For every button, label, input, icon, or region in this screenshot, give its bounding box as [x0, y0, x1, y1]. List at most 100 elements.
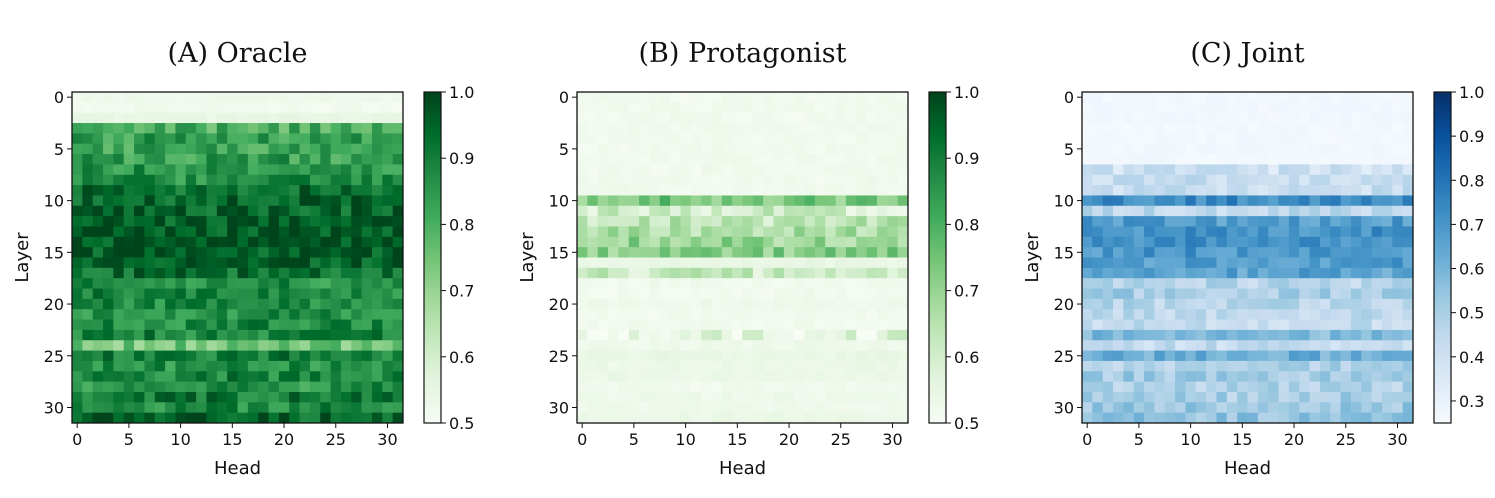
heatmap-cell	[1226, 309, 1238, 321]
heatmap-cell	[247, 133, 259, 145]
heatmap-cell	[628, 298, 640, 310]
heatmap-cell	[103, 133, 114, 145]
heatmap-cell	[227, 123, 238, 134]
heatmap-cell	[670, 360, 681, 372]
heatmap-cell	[392, 340, 404, 352]
heatmap-cell	[649, 154, 661, 165]
heatmap-cell	[1381, 133, 1393, 145]
heatmap-cell	[649, 391, 661, 403]
heatmap-cell	[123, 164, 135, 176]
heatmap-cell	[371, 360, 383, 372]
heatmap-cell	[1102, 391, 1114, 403]
colorbar-segment	[424, 271, 441, 275]
heatmap-cell	[1309, 298, 1321, 310]
heatmap-cell	[752, 123, 764, 134]
heatmap-cell	[1092, 112, 1104, 124]
heatmap-cell	[804, 360, 816, 372]
heatmap-cell	[1113, 288, 1124, 300]
heatmap-cell	[690, 340, 702, 352]
heatmap-cell	[856, 174, 868, 186]
heatmap-cell	[1278, 278, 1290, 289]
heatmap-cell	[866, 92, 878, 103]
colorbar-segment	[1434, 251, 1451, 256]
heatmap-cell	[216, 257, 228, 269]
heatmap-cell	[1195, 309, 1207, 321]
heatmap-cell	[268, 391, 280, 403]
heatmap-cell	[92, 102, 104, 114]
heatmap-cell	[742, 154, 754, 165]
heatmap-cell	[1175, 247, 1186, 258]
x-tick-label: 5	[124, 430, 134, 449]
heatmap-cell	[887, 319, 899, 331]
heatmap-cell	[392, 402, 404, 414]
heatmap-cell	[649, 143, 661, 155]
heatmap-cell	[804, 371, 816, 383]
heatmap-cell	[1268, 360, 1279, 372]
heatmap-cell	[1226, 247, 1238, 258]
heatmap-cell	[268, 112, 280, 124]
colorbar-segment	[1434, 362, 1451, 366]
heatmap-cell	[1102, 340, 1114, 352]
colorbar-segment	[1434, 290, 1451, 294]
heatmap-cell	[154, 164, 166, 176]
heatmap-cell	[134, 154, 145, 165]
heatmap-cell	[103, 298, 114, 310]
colorbar-segment	[929, 367, 946, 372]
heatmap-cell	[1350, 154, 1362, 165]
heatmap-cell	[1206, 216, 1217, 227]
heatmap-cell	[639, 112, 650, 124]
heatmap-cell	[1247, 412, 1259, 424]
heatmap-cell	[587, 257, 599, 269]
heatmap-cell	[247, 350, 259, 362]
heatmap-cell	[1309, 288, 1321, 300]
heatmap-cell	[783, 391, 795, 403]
heatmap-cell	[123, 143, 135, 155]
heatmap-cell	[1257, 309, 1269, 321]
heatmap-cell	[185, 381, 197, 393]
colorbar-segment	[1434, 229, 1451, 234]
heatmap-cell	[814, 205, 826, 217]
heatmap-cell	[670, 216, 681, 227]
heatmap-cell	[1164, 133, 1176, 145]
heatmap-cell	[1133, 298, 1145, 310]
heatmap-cell	[1154, 226, 1166, 238]
heatmap-cell	[82, 112, 94, 124]
heatmap-cell	[1309, 309, 1321, 321]
heatmap-cell	[773, 216, 785, 227]
heatmap-cell	[763, 402, 774, 414]
heatmap-cell	[1102, 92, 1114, 103]
heatmap-cell	[289, 267, 301, 279]
colorbar-segment	[929, 343, 946, 347]
heatmap-cell	[1175, 391, 1186, 403]
heatmap-cell	[1392, 102, 1404, 114]
heatmap-cell	[123, 371, 135, 383]
heatmap-cell	[763, 319, 774, 331]
heatmap-cell	[123, 247, 135, 258]
heatmap-cell	[1330, 164, 1342, 176]
heatmap-cell	[1319, 412, 1331, 424]
heatmap-cell	[742, 412, 754, 424]
heatmap-cell	[1361, 226, 1373, 238]
heatmap-cell	[1350, 102, 1362, 114]
heatmap-cell	[856, 133, 868, 145]
heatmap-cell	[113, 185, 125, 196]
heatmap-cell	[804, 412, 816, 424]
heatmap-cell	[1278, 402, 1290, 414]
heatmap-cell	[113, 92, 125, 103]
heatmap-cell	[1175, 309, 1186, 321]
heatmap-cell	[1144, 340, 1155, 352]
colorbar-segment	[929, 356, 946, 361]
heatmap-cell	[392, 309, 404, 321]
heatmap-cell	[628, 329, 640, 341]
heatmap-cell	[1092, 102, 1104, 114]
heatmap-cell	[227, 226, 238, 238]
heatmap-cell	[1206, 123, 1217, 134]
heatmap-cell	[340, 267, 352, 279]
heatmap-cell	[206, 402, 218, 414]
heatmap-cell	[1082, 174, 1093, 186]
heatmap-cell	[1206, 205, 1217, 217]
heatmap-cell	[309, 412, 321, 424]
heatmap-cell	[1371, 195, 1383, 207]
heatmap-cell	[897, 236, 909, 248]
heatmap-cell	[1288, 340, 1300, 352]
